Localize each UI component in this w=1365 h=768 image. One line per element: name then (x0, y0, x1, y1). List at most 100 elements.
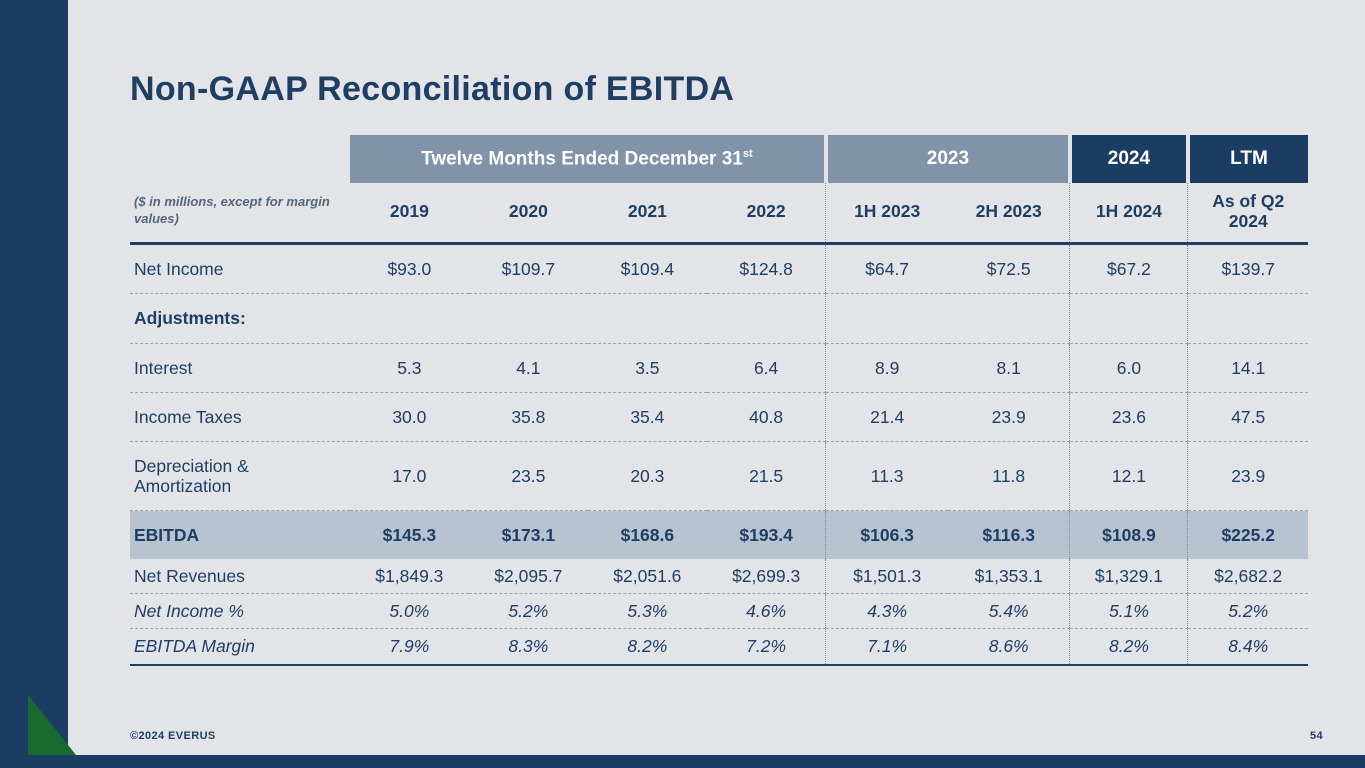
table-cell: 8.1 (947, 343, 1070, 393)
row-label: Net Revenues (130, 559, 350, 595)
column-header-2020: 2020 (468, 183, 588, 246)
table-cell: 8.2% (587, 628, 707, 666)
table-head: Twelve Months Ended December 31st 2023 202… (130, 135, 1308, 246)
row-label: Net Income (130, 243, 350, 295)
table-cell: 5.2% (1187, 593, 1308, 630)
row-label: EBITDA (130, 510, 350, 560)
group-header-row: Twelve Months Ended December 31st 2023 202… (130, 135, 1308, 183)
group-header-twelve-months-ended-december-31: Twelve Months Ended December 31st (349, 135, 826, 183)
table-cell: $116.3 (947, 510, 1070, 560)
group-header-2023: 2023 (823, 135, 1070, 183)
table-row-net-revenues: Net Revenues $1,849.3 $2,095.7 $2,051.6 $2,6… (130, 559, 1308, 595)
table-cell: 35.8 (468, 392, 588, 442)
table-cell: $64.7 (825, 243, 948, 295)
ebitda-reconciliation-table: Twelve Months Ended December 31st 2023 202… (130, 135, 1308, 666)
table-cell: 4.3% (825, 593, 948, 630)
table-cell (706, 293, 826, 344)
table-cell: 23.9 (1187, 441, 1308, 512)
table-cell: $93.0 (349, 243, 469, 295)
slide-content: Non-GAAP Reconciliation of EBITDA Twelve… (130, 0, 1308, 666)
column-header-as-of-q2-2024: As of Q2 2024 (1187, 183, 1308, 246)
table-cell: $67.2 (1069, 243, 1188, 295)
table-cell: $1,849.3 (349, 559, 469, 595)
table-cell: 30.0 (349, 392, 469, 442)
row-label: Net Income % (130, 593, 350, 630)
table-cell: 21.4 (825, 392, 948, 442)
table-row-net-income: Net Income % 5.0% 5.2% 5.3% 4.6% 4.3% 5.4% 5.1%… (130, 593, 1308, 630)
table-cell: $1,329.1 (1069, 559, 1188, 595)
table-body: Net Income $93.0 $109.7 $109.4 $124.8 $64.7 $7… (130, 243, 1308, 666)
table-cell: $2,095.7 (468, 559, 588, 595)
table-cell: $225.2 (1187, 510, 1308, 560)
column-header-1h-2024: 1H 2024 (1069, 183, 1188, 246)
table-cell: $2,699.3 (706, 559, 826, 595)
ordinal-superscript: st (742, 147, 753, 160)
table-row-ebitda: EBITDA $145.3 $173.1 $168.6 $193.4 $106.3 $116… (130, 510, 1308, 560)
table-cell: 8.9 (825, 343, 948, 393)
row-label: Income Taxes (130, 392, 350, 442)
column-header-1h-2023: 1H 2023 (825, 183, 948, 246)
table-cell: 7.1% (825, 628, 948, 666)
table-cell: 47.5 (1187, 392, 1308, 442)
table-row-adjustments: Adjustments: (130, 293, 1308, 344)
table-cell: 14.1 (1187, 343, 1308, 393)
table-row-income-taxes: Income Taxes 30.0 35.8 35.4 40.8 21.4 23.9 23.6… (130, 392, 1308, 442)
table-cell: $106.3 (825, 510, 948, 560)
table-row-interest: Interest 5.3 4.1 3.5 6.4 8.9 8.1 6.0 14.1 (130, 343, 1308, 393)
column-header-2022: 2022 (706, 183, 826, 246)
table-cell: 4.6% (706, 593, 826, 630)
group-header-2024: 2024 (1067, 135, 1188, 183)
table-cell: $173.1 (468, 510, 588, 560)
table-cell: $168.6 (587, 510, 707, 560)
table-cell: 17.0 (349, 441, 469, 512)
table-row-ebitda-margin: EBITDA Margin 7.9% 8.3% 8.2% 7.2% 7.1% 8.6% 8.2… (130, 628, 1308, 666)
table-cell: $2,051.6 (587, 559, 707, 595)
table-cell: 6.4 (706, 343, 826, 393)
table-cell: $1,353.1 (947, 559, 1070, 595)
table-cell: $108.9 (1069, 510, 1188, 560)
table-cell: 4.1 (468, 343, 588, 393)
table-cell: 3.5 (587, 343, 707, 393)
table-cell: 5.1% (1069, 593, 1188, 630)
table-cell: 8.6% (947, 628, 1070, 666)
table-cell (825, 293, 948, 344)
table-cell (349, 293, 469, 344)
table-cell: 11.3 (825, 441, 948, 512)
bottom-accent-bar (0, 755, 1365, 768)
table-cell: 21.5 (706, 441, 826, 512)
table-cell: $109.4 (587, 243, 707, 295)
table-corner (130, 135, 350, 183)
page-number: 54 (1309, 730, 1323, 742)
copyright: ©2024 EVERUS (130, 730, 216, 742)
table-cell: 8.3% (468, 628, 588, 666)
column-header-2019: 2019 (349, 183, 469, 246)
table-cell: 35.4 (587, 392, 707, 442)
table-cell: $1,501.3 (825, 559, 948, 595)
table-cell: $2,682.2 (1187, 559, 1308, 595)
table-cell: $139.7 (1187, 243, 1308, 295)
table-cell: 20.3 (587, 441, 707, 512)
table-cell: 6.0 (1069, 343, 1188, 393)
table-cell: 23.6 (1069, 392, 1188, 442)
row-label: Depreciation & Amortization (130, 441, 350, 512)
page-title: Non-GAAP Reconciliation of EBITDA (130, 70, 735, 108)
column-header-2h-2023: 2H 2023 (947, 183, 1070, 246)
column-header-2021: 2021 (587, 183, 707, 246)
table-cell: $193.4 (706, 510, 826, 560)
table-units-note: ($ in millions, except for margin values… (130, 183, 350, 246)
table-cell: 5.2% (468, 593, 588, 630)
table-cell: 8.4% (1187, 628, 1308, 666)
slide-footer: ©2024 EVERUS 54 (130, 730, 1323, 742)
table-cell: 7.9% (349, 628, 469, 666)
table-cell: 11.8 (947, 441, 1070, 512)
left-accent-bar (0, 0, 68, 768)
table-cell (1069, 293, 1188, 344)
row-label: Interest (130, 343, 350, 393)
table-row-depreciation-amortization: Depreciation & Amortization 17.0 23.5 20.3 2… (130, 441, 1308, 512)
table-cell: 12.1 (1069, 441, 1188, 512)
table-cell: 5.0% (349, 593, 469, 630)
table-cell: $124.8 (706, 243, 826, 295)
table-cell: $145.3 (349, 510, 469, 560)
table-cell: 5.4% (947, 593, 1070, 630)
row-label: Adjustments: (130, 293, 350, 344)
